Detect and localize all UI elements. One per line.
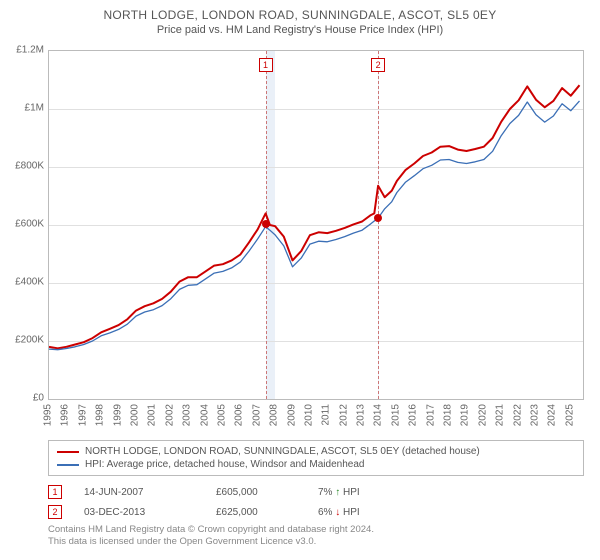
- event-dot: [374, 214, 382, 222]
- y-tick-label: £800K: [0, 161, 44, 172]
- sale-vs-hpi: 7% ↑ HPI: [318, 487, 360, 498]
- legend-row: NORTH LODGE, LONDON ROAD, SUNNINGDALE, A…: [57, 445, 575, 458]
- x-tick-label: 2008: [269, 404, 280, 426]
- event-marker-box: 1: [259, 58, 273, 72]
- x-tick-label: 2010: [303, 404, 314, 426]
- sale-price: £605,000: [216, 487, 296, 498]
- x-tick-label: 1999: [112, 404, 123, 426]
- x-tick-label: 2020: [477, 404, 488, 426]
- sale-date: 14-JUN-2007: [84, 487, 194, 498]
- footnote-line-2: This data is licensed under the Open Gov…: [48, 536, 584, 548]
- x-tick-label: 2004: [199, 404, 210, 426]
- x-tick-label: 2025: [564, 404, 575, 426]
- footnote: Contains HM Land Registry data © Crown c…: [48, 524, 584, 549]
- x-tick-label: 1995: [43, 404, 54, 426]
- legend-swatch: [57, 451, 79, 453]
- x-tick-label: 2014: [373, 404, 384, 426]
- legend-swatch: [57, 464, 79, 466]
- sale-marker-box: 1: [48, 485, 62, 499]
- x-tick-label: 2013: [356, 404, 367, 426]
- legend-box: NORTH LODGE, LONDON ROAD, SUNNINGDALE, A…: [48, 440, 584, 476]
- sale-row: 1 14-JUN-2007 £605,000 7% ↑ HPI: [48, 482, 584, 502]
- x-tick-label: 2012: [338, 404, 349, 426]
- x-tick-label: 2015: [390, 404, 401, 426]
- x-tick-label: 2001: [147, 404, 158, 426]
- y-tick-label: £200K: [0, 335, 44, 346]
- sale-price: £625,000: [216, 507, 296, 518]
- x-tick-label: 2021: [495, 404, 506, 426]
- arrow-up-icon: ↑: [335, 487, 343, 498]
- footnote-line-1: Contains HM Land Registry data © Crown c…: [48, 524, 584, 536]
- x-tick-label: 2024: [547, 404, 558, 426]
- chart-subtitle: Price paid vs. HM Land Registry's House …: [0, 22, 600, 40]
- x-tick-label: 2009: [286, 404, 297, 426]
- sales-table: 1 14-JUN-2007 £605,000 7% ↑ HPI 2 03-DEC-2013…: [48, 482, 584, 522]
- y-tick-label: £400K: [0, 277, 44, 288]
- sale-marker-box: 2: [48, 505, 62, 519]
- x-tick-label: 2002: [164, 404, 175, 426]
- x-tick-label: 2006: [234, 404, 245, 426]
- x-tick-label: 1998: [95, 404, 106, 426]
- y-tick-label: £1.2M: [0, 45, 44, 56]
- x-tick-label: 2016: [408, 404, 419, 426]
- chart-lines-svg: [49, 51, 583, 399]
- x-tick-label: 2003: [182, 404, 193, 426]
- x-tick-label: 2023: [530, 404, 541, 426]
- y-tick-label: £0: [0, 393, 44, 404]
- x-tick-label: 2022: [512, 404, 523, 426]
- chart-plot-area: 12: [48, 50, 584, 400]
- y-tick-label: £1M: [0, 103, 44, 114]
- x-tick-label: 2017: [425, 404, 436, 426]
- series-hpi: [49, 101, 580, 350]
- series-property: [49, 85, 580, 348]
- sale-date: 03-DEC-2013: [84, 507, 194, 518]
- x-tick-label: 2011: [321, 404, 332, 426]
- sale-vs-hpi: 6% ↓ HPI: [318, 507, 360, 518]
- x-tick-label: 2019: [460, 404, 471, 426]
- x-tick-label: 2000: [129, 404, 140, 426]
- x-tick-label: 2005: [216, 404, 227, 426]
- y-tick-label: £600K: [0, 219, 44, 230]
- event-dot: [262, 220, 270, 228]
- arrow-down-icon: ↓: [335, 507, 343, 518]
- x-tick-label: 2007: [251, 404, 262, 426]
- chart-title: NORTH LODGE, LONDON ROAD, SUNNINGDALE, A…: [0, 0, 600, 22]
- event-marker-box: 2: [371, 58, 385, 72]
- sale-row: 2 03-DEC-2013 £625,000 6% ↓ HPI: [48, 502, 584, 522]
- x-tick-label: 2018: [443, 404, 454, 426]
- x-tick-label: 1997: [77, 404, 88, 426]
- legend-label: HPI: Average price, detached house, Wind…: [85, 459, 364, 470]
- x-tick-label: 1996: [60, 404, 71, 426]
- legend-label: NORTH LODGE, LONDON ROAD, SUNNINGDALE, A…: [85, 446, 480, 457]
- legend-row: HPI: Average price, detached house, Wind…: [57, 458, 575, 471]
